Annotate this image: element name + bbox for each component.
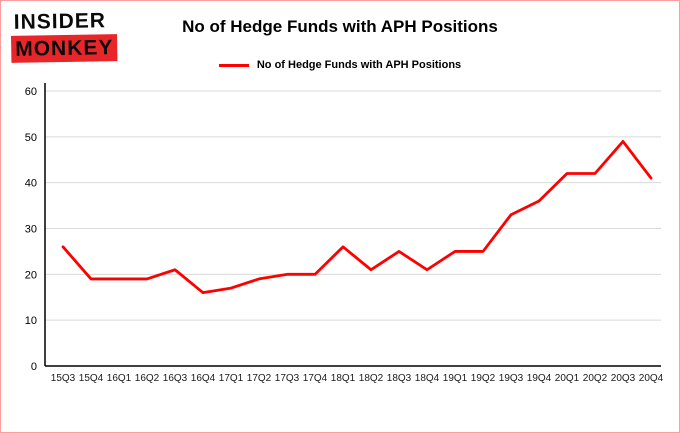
x-tick-label: 16Q3 bbox=[163, 373, 188, 384]
series-line bbox=[61, 140, 653, 295]
y-tick-label: 0 bbox=[31, 361, 37, 373]
x-tick-label: 17Q3 bbox=[275, 373, 300, 384]
x-tick-label: 20Q3 bbox=[611, 373, 636, 384]
x-tick-label: 18Q2 bbox=[359, 373, 384, 384]
x-tick-label: 17Q1 bbox=[219, 373, 244, 384]
x-tick-label: 16Q1 bbox=[107, 373, 132, 384]
x-tick-label: 19Q4 bbox=[527, 373, 552, 384]
x-tick-label: 16Q4 bbox=[191, 373, 216, 384]
y-tick-label: 20 bbox=[25, 269, 37, 281]
x-tick-label: 18Q1 bbox=[331, 373, 356, 384]
x-tick-label: 18Q4 bbox=[415, 373, 440, 384]
x-tick-label: 18Q3 bbox=[387, 373, 412, 384]
x-tick-label: 19Q1 bbox=[443, 373, 468, 384]
chart-title: No of Hedge Funds with APH Positions bbox=[182, 17, 498, 36]
x-tick-label: 19Q3 bbox=[499, 373, 524, 384]
x-tick-label: 19Q2 bbox=[471, 373, 496, 384]
y-tick-label: 30 bbox=[25, 224, 37, 236]
x-tick-label: 20Q2 bbox=[583, 373, 608, 384]
legend-line-swatch bbox=[218, 63, 249, 67]
x-tick-label: 20Q1 bbox=[555, 373, 580, 384]
x-tick-label: 17Q2 bbox=[247, 373, 272, 384]
x-tick-label: 17Q4 bbox=[303, 373, 328, 384]
y-tick-label: 60 bbox=[25, 86, 37, 98]
y-tick-label: 10 bbox=[25, 315, 37, 327]
x-tick-label: 15Q4 bbox=[79, 373, 104, 384]
legend-label: No of Hedge Funds with APH Positions bbox=[256, 59, 462, 71]
x-tick-label: 16Q2 bbox=[135, 373, 160, 384]
x-tick-label: 15Q3 bbox=[51, 373, 76, 384]
y-tick-label: 40 bbox=[25, 178, 37, 190]
legend: No of Hedge Funds with APH Positions bbox=[1, 59, 679, 71]
x-tick-label: 20Q4 bbox=[639, 373, 664, 384]
y-tick-label: 50 bbox=[25, 132, 37, 144]
